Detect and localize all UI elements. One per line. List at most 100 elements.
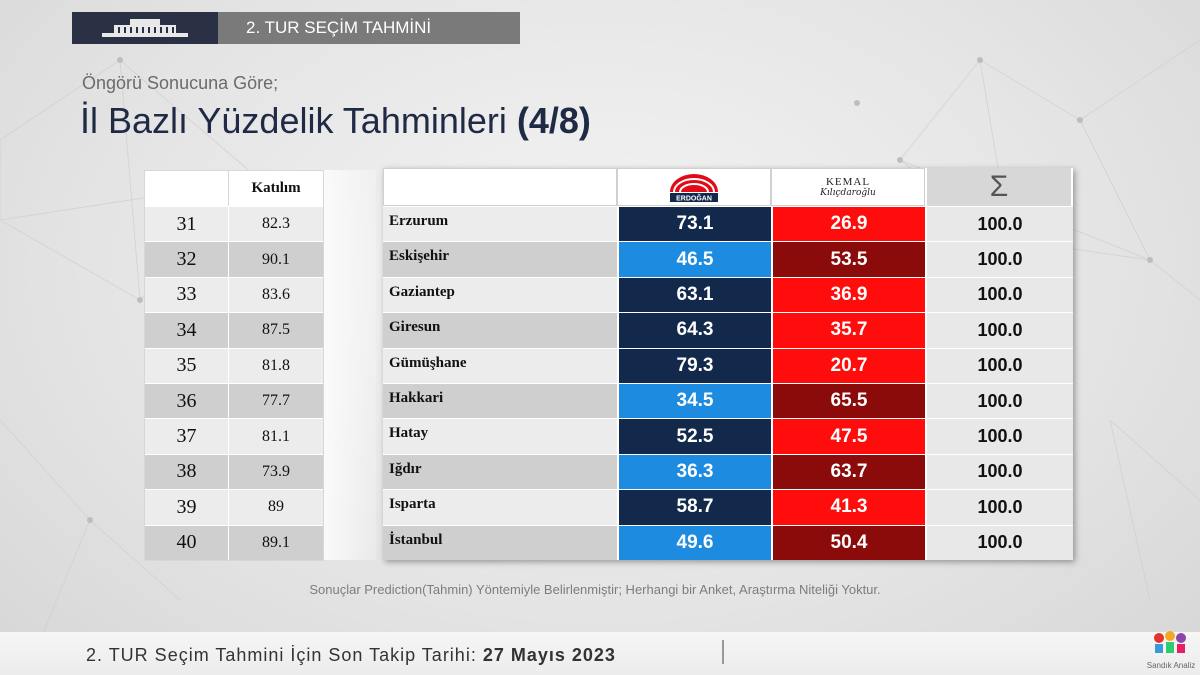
page-title: İl Bazlı Yüzdelik Tahminleri (4/8): [80, 100, 591, 142]
candidate-2-value: 53.5: [771, 242, 925, 277]
faded-column: [324, 170, 376, 560]
candidate-2-value: 41.3: [771, 490, 925, 525]
turnout-rows: 31 82.3 32 90.1 33 83.6 34 87.5 35 81.8 36 77.7 37 81…: [145, 206, 323, 560]
row-number: 32: [176, 248, 197, 271]
turnout-row: 34 87.5: [145, 312, 323, 348]
candidate-2-value: 47.5: [771, 419, 925, 454]
row-number: 38: [176, 460, 197, 483]
candidate-1-value: 63.1: [617, 277, 771, 313]
subtitle: Öngörü Sonucuna Göre;: [82, 73, 279, 93]
candidate-2-value: 65.5: [771, 383, 925, 419]
turnout-value: 73.9: [228, 454, 323, 490]
candidate-1-value: 34.5: [617, 383, 771, 419]
turnout-table: Katılım 31 82.3 32 90.1 33 83.6 34 87.5 35 81.8 36…: [144, 170, 324, 561]
sandik-analiz-logo-icon: [1154, 631, 1186, 653]
header-title: 2. TUR SEÇİM TAHMİNİ: [218, 12, 520, 44]
candidate-1-value: 36.3: [617, 454, 771, 490]
row-number: 40: [176, 531, 197, 554]
sum-value: 100.0: [925, 525, 1073, 560]
turnout-value: 90.1: [228, 242, 323, 277]
footer-bar: 2. TUR Seçim Tahmini İçin Son Takip Tari…: [0, 632, 1200, 675]
sum-value: 100.0: [925, 313, 1073, 348]
header-bar: 2. TUR SEÇİM TAHMİNİ: [72, 12, 520, 44]
candidate-1-value: 64.3: [617, 313, 771, 348]
result-row: Giresun 64.3 35.7 100.0: [383, 312, 1073, 348]
result-row: Isparta 58.7 41.3 100.0: [383, 489, 1073, 525]
sum-value: 100.0: [925, 242, 1073, 277]
turnout-row: 36 77.7: [145, 382, 323, 419]
candidate-2-value: 36.9: [771, 277, 925, 313]
province-name: Giresun: [389, 319, 441, 336]
turnout-row: 32 90.1: [145, 241, 323, 277]
result-row: Erzurum 73.1 26.9 100.0: [383, 206, 1073, 242]
sum-header: Σ: [925, 168, 1073, 206]
candidate-1-value: 46.5: [617, 242, 771, 277]
result-row: Gaziantep 63.1 36.9 100.0: [383, 276, 1073, 313]
row-number: 31: [176, 212, 197, 235]
candidate-2-value: 20.7: [771, 348, 925, 383]
sum-value: 100.0: [925, 383, 1073, 419]
result-row: İstanbul 49.6 50.4 100.0: [383, 524, 1073, 560]
turnout-value: 81.8: [228, 348, 323, 383]
row-number: 39: [176, 495, 197, 518]
presidential-building-logo: [72, 12, 218, 44]
footer-text: 2. TUR Seçim Tahmini İçin Son Takip Tari…: [86, 645, 616, 666]
province-header: [383, 168, 617, 206]
turnout-row: 40 89.1: [145, 524, 323, 560]
province-name: Gümüşhane: [389, 354, 467, 371]
page-title-part: (4/8): [516, 100, 591, 141]
turnout-table-header: Katılım: [145, 171, 323, 206]
turnout-row: 38 73.9: [145, 453, 323, 490]
result-row: Eskişehir 46.5 53.5 100.0: [383, 241, 1073, 277]
result-row: Iğdır 36.3 63.7 100.0: [383, 453, 1073, 490]
turnout-header: Katılım: [228, 171, 323, 206]
candidate-1-value: 52.5: [617, 419, 771, 454]
kemal-logo-signature: Kılıçdaroğlu: [820, 188, 876, 198]
turnout-value: 89.1: [228, 525, 323, 560]
province-name: Gaziantep: [389, 283, 455, 300]
candidate-1-value: 73.1: [617, 207, 771, 242]
province-name: Hatay: [389, 425, 429, 442]
row-number: 35: [176, 354, 197, 377]
candidate-1-header: ERDOĞAN: [617, 168, 771, 206]
footer-label: 2. TUR Seçim Tahmini İçin Son Takip Tari…: [86, 645, 477, 665]
number-header: [145, 171, 228, 206]
turnout-row: 39 89: [145, 489, 323, 525]
erdogan-logo-icon: ERDOĞAN: [670, 174, 718, 203]
province-name: Erzurum: [389, 213, 449, 229]
candidate-1-value: 79.3: [617, 348, 771, 383]
candidate-2-value: 26.9: [771, 207, 925, 242]
footer-date: 27 Mayıs 2023: [482, 645, 616, 665]
candidate-2-value: 35.7: [771, 313, 925, 348]
page-title-text: İl Bazlı Yüzdelik Tahminleri: [80, 100, 507, 141]
candidate-1-value: 49.6: [617, 525, 771, 560]
turnout-row: 35 81.8: [145, 347, 323, 383]
turnout-row: 37 81.1: [145, 418, 323, 454]
disclaimer-note: Sonuçlar Prediction(Tahmin) Yöntemiyle B…: [309, 582, 881, 597]
results-rows: Erzurum 73.1 26.9 100.0 Eskişehir 46.5 53.5 100…: [383, 206, 1073, 560]
turnout-row: 33 83.6: [145, 276, 323, 313]
candidate-2-value: 63.7: [771, 454, 925, 490]
province-name: Isparta: [389, 496, 436, 513]
turnout-row: 31 82.3: [145, 206, 323, 242]
sum-value: 100.0: [925, 419, 1073, 454]
candidate-1-value: 58.7: [617, 490, 771, 525]
results-table-header: ERDOĞAN KEMAL Kılıçdaroğlu Σ: [383, 168, 1073, 206]
province-name: Hakkari: [389, 389, 444, 406]
sum-value: 100.0: [925, 490, 1073, 525]
result-row: Hatay 52.5 47.5 100.0: [383, 418, 1073, 454]
row-number: 33: [176, 283, 197, 306]
row-number: 34: [176, 318, 197, 341]
turnout-value: 82.3: [228, 207, 323, 242]
sum-value: 100.0: [925, 277, 1073, 313]
turnout-value: 87.5: [228, 313, 323, 348]
turnout-value: 89: [228, 490, 323, 525]
brand-label: Sandık Analiz: [1146, 661, 1196, 670]
svg-text:ERDOĞAN: ERDOĞAN: [676, 194, 712, 203]
kemal-logo-top: KEMAL: [825, 176, 871, 188]
turnout-value: 81.1: [228, 419, 323, 454]
province-name: Iğdır: [389, 460, 422, 477]
row-number: 37: [176, 425, 197, 448]
result-row: Gümüşhane 79.3 20.7 100.0: [383, 347, 1073, 383]
candidate-2-value: 50.4: [771, 525, 925, 560]
